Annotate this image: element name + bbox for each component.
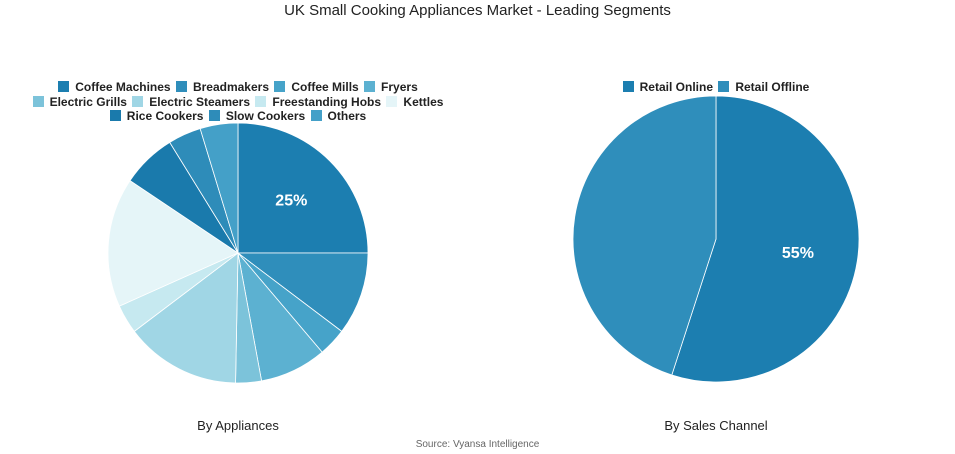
legend-label: Kettles: [403, 94, 444, 109]
legend-label: Fryers: [381, 80, 418, 94]
legend-item-others[interactable]: Others: [310, 109, 367, 124]
legend-label: Electric Steamers: [149, 94, 251, 109]
legend-item-electric-steamers[interactable]: Electric Steamers: [132, 95, 250, 110]
legend-label: Breadmakers: [192, 80, 270, 94]
legend-item-retail-offline[interactable]: Retail Offline: [718, 80, 809, 95]
legend-swatch: [109, 110, 121, 121]
legend-item-breadmakers[interactable]: Breadmakers: [175, 80, 270, 95]
legend-label: Others: [327, 109, 367, 123]
pie-slice-coffee-machines: [237, 122, 369, 254]
legend-swatch: [58, 81, 70, 92]
chart-title: UK Small Cooking Appliances Market - Lea…: [284, 2, 671, 19]
legend-item-rice-cookers[interactable]: Rice Cookers: [109, 109, 204, 124]
data-label-coffee-machines: 25%: [275, 193, 307, 210]
legend-item-electric-grills[interactable]: Electric Grills: [32, 94, 127, 110]
legend-swatch: [208, 110, 220, 121]
pie-slice-kettles: [107, 180, 239, 307]
subtitle-sales-channel: By Sales Channel: [664, 418, 768, 433]
legend-appliances: Coffee Machines Breadmakers Coffee Mills…: [10, 80, 466, 124]
legend-item-slow-cookers[interactable]: Slow Cookers: [208, 109, 306, 124]
source-note: Source: Vyansa Intelligence: [415, 439, 540, 450]
pie-slice-retail-offline: [572, 95, 717, 376]
legend-swatch: [386, 95, 398, 107]
legend-swatch: [255, 95, 267, 107]
legend-swatch: [718, 81, 730, 92]
legend-label: Retail Offline: [735, 80, 810, 94]
legend-label: Freestanding Hobs: [272, 94, 382, 109]
legend-swatch: [310, 110, 322, 121]
legend-label: Retail Online: [639, 80, 713, 94]
data-label-retail-online: 55%: [782, 245, 814, 262]
legend-swatch: [132, 95, 144, 107]
legend-item-retail-online[interactable]: Retail Online: [622, 80, 713, 95]
legend-swatch: [274, 81, 286, 92]
legend-item-coffee-machines[interactable]: Coffee Machines: [58, 80, 171, 95]
legend-label: Rice Cookers: [126, 109, 204, 123]
legend-sales-channel: Retail Online Retail Offline: [570, 80, 862, 95]
legend-label: Coffee Machines: [75, 80, 171, 94]
legend-item-fryers[interactable]: Fryers: [364, 80, 418, 95]
legend-swatch: [622, 81, 634, 92]
pie-slice-others: [199, 122, 239, 254]
legend-swatch: [175, 81, 187, 92]
legend-item-freestanding-hobs[interactable]: Freestanding Hobs: [255, 95, 381, 110]
pie-slice-breadmakers: [236, 252, 369, 332]
legend-item-kettles[interactable]: Kettles: [386, 95, 443, 110]
legend-item-coffee-mills[interactable]: Coffee Mills: [274, 80, 359, 95]
pie-slice-electric-steamers: [133, 252, 239, 384]
legend-label: Electric Grills: [49, 94, 127, 109]
legend-label: Slow Cookers: [225, 109, 306, 123]
legend-label: Coffee Mills: [291, 80, 359, 94]
pie-slice-retail-online: [671, 95, 860, 383]
legend-swatch: [364, 81, 376, 92]
legend-swatch: [32, 95, 44, 107]
subtitle-appliances: By Appliances: [197, 418, 279, 433]
